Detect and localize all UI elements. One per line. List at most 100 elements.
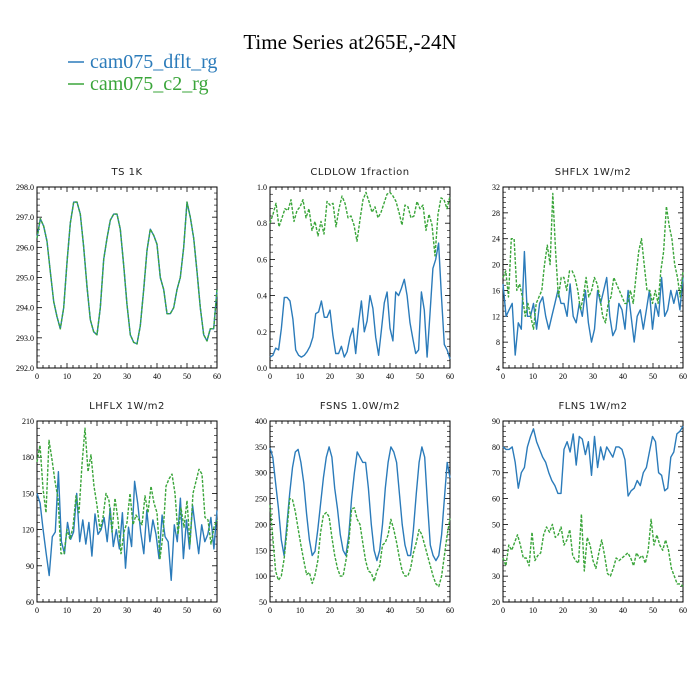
series-line-cam075_c2_rg [36, 427, 218, 560]
y-tick-label: 250 [255, 495, 267, 504]
x-tick-label: 50 [183, 372, 191, 381]
x-tick-label: 20 [559, 606, 567, 615]
y-tick-label: 60 [492, 495, 500, 504]
x-tick-label: 50 [183, 606, 191, 615]
series-line-cam075_c2_rg [502, 192, 684, 330]
y-tick-label: 1.0 [257, 183, 267, 192]
series-line-cam075_dflt_rg [502, 425, 684, 497]
plot-frame [269, 186, 451, 369]
y-tick-label: 70 [492, 469, 500, 478]
legend-label: cam075_c2_rg [90, 73, 209, 95]
x-tick-label: 20 [326, 372, 334, 381]
x-tick-label: 0 [268, 606, 272, 615]
x-tick-label: 50 [416, 606, 424, 615]
y-tick-label: 0.2 [257, 328, 267, 337]
y-tick-label: 298.0 [16, 183, 34, 192]
x-tick-label: 30 [123, 606, 131, 615]
x-tick-label: 60 [213, 372, 221, 381]
y-tick-label: 0.4 [257, 292, 267, 301]
legend-label: cam075_dflt_rg [90, 51, 217, 73]
y-tick-label: 295.0 [16, 274, 34, 283]
y-tick-label: 150 [22, 489, 34, 498]
x-tick-label: 0 [268, 372, 272, 381]
y-tick-label: 100 [255, 572, 267, 581]
y-tick-label: 350 [255, 443, 267, 452]
x-tick-label: 40 [386, 606, 394, 615]
x-tick-label: 10 [529, 372, 537, 381]
y-tick-label: 4 [496, 364, 500, 373]
x-tick-label: 10 [63, 606, 71, 615]
chart-panel: FLNS 1W/m2 0 10 20 30 40 50 60 20 30 40 50 60 70 80 90 [492, 401, 687, 615]
plot-frame [36, 420, 218, 603]
y-tick-label: 16 [492, 286, 500, 295]
x-tick-label: 10 [529, 606, 537, 615]
x-tick-label: 60 [679, 606, 687, 615]
x-tick-label: 10 [296, 606, 304, 615]
x-tick-label: 20 [93, 372, 101, 381]
panel-grid: TS 1K0 10 20 30 40 50 60292.0293.0294.0295.029… [16, 167, 687, 615]
y-tick-label: 297.0 [16, 213, 34, 222]
x-tick-label: 0 [501, 606, 505, 615]
series-line-cam075_c2_rg [269, 191, 451, 257]
series-line-cam075_dflt_rg [36, 471, 218, 581]
y-tick-label: 210 [22, 417, 34, 426]
x-tick-label: 30 [589, 606, 597, 615]
y-tick-label: 40 [492, 546, 500, 555]
y-tick-label: 90 [26, 562, 34, 571]
y-tick-label: 20 [492, 261, 500, 270]
y-tick-label: 24 [492, 235, 500, 244]
x-tick-label: 40 [153, 372, 161, 381]
series-line-cam075_dflt_rg [502, 250, 684, 356]
x-tick-label: 0 [35, 372, 39, 381]
x-tick-label: 20 [93, 606, 101, 615]
chart-panel: LHFLX 1W/m2 0 10 20 30 40 50 60 60 90 120 150 180 210 [22, 401, 221, 615]
series-line-cam075_c2_rg [269, 497, 451, 588]
panel-title: SHFLX 1W/m2 [555, 167, 631, 178]
y-tick-label: 80 [492, 443, 500, 452]
y-tick-label: 0.0 [257, 364, 267, 373]
series-line-cam075_dflt_rg [269, 242, 451, 360]
panel-title: FLNS 1W/m2 [558, 401, 627, 412]
panel-title: TS 1K [110, 167, 142, 178]
y-tick-label: 0.8 [257, 219, 267, 228]
x-tick-label: 60 [446, 606, 454, 615]
y-tick-label: 292.0 [16, 364, 34, 373]
y-tick-label: 50 [492, 520, 500, 529]
series-line-cam075_dflt_rg [269, 446, 451, 562]
x-tick-label: 30 [123, 372, 131, 381]
y-tick-label: 60 [26, 598, 34, 607]
y-tick-label: 150 [255, 546, 267, 555]
y-tick-label: 0.6 [257, 255, 267, 264]
y-tick-label: 20 [492, 598, 500, 607]
x-tick-label: 40 [619, 372, 627, 381]
x-tick-label: 0 [501, 372, 505, 381]
series-line-cam075_c2_rg [36, 201, 218, 345]
y-tick-label: 200 [255, 520, 267, 529]
y-tick-label: 300 [255, 469, 267, 478]
y-tick-label: 8 [496, 338, 500, 347]
series-line-cam075_dflt_rg [36, 201, 218, 345]
x-tick-label: 30 [356, 606, 364, 615]
x-tick-label: 50 [649, 372, 657, 381]
panel-title: FSNS 1.0W/m2 [320, 401, 400, 412]
series-line-cam075_c2_rg [502, 513, 684, 588]
chart-panel: FSNS 1.0W/m2 0 10 20 30 40 50 60 50 100 150 200 250 3… [255, 401, 454, 615]
x-tick-label: 30 [356, 372, 364, 381]
y-tick-label: 32 [492, 183, 500, 192]
y-tick-label: 296.0 [16, 243, 34, 252]
y-tick-label: 28 [492, 209, 500, 218]
y-tick-label: 293.0 [16, 334, 34, 343]
y-tick-label: 180 [22, 453, 34, 462]
x-tick-label: 60 [213, 606, 221, 615]
chart-panel: TS 1K 0 10 20 30 40 50 60 292.0 293.0 294.0 295.0 29… [16, 167, 221, 381]
y-tick-label: 294.0 [16, 304, 34, 313]
y-tick-label: 90 [492, 417, 500, 426]
figure-title: Time Series at265E,-24N [243, 30, 456, 54]
x-tick-label: 50 [649, 606, 657, 615]
x-tick-label: 0 [35, 606, 39, 615]
x-tick-label: 40 [619, 606, 627, 615]
panel-title: LHFLX 1W/m2 [89, 401, 165, 412]
plot-frame [269, 420, 451, 603]
